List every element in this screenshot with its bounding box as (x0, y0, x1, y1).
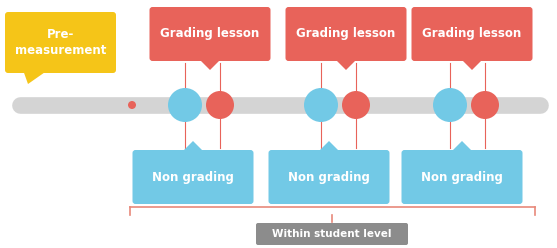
Polygon shape (198, 58, 222, 70)
FancyBboxPatch shape (256, 223, 408, 245)
Circle shape (304, 88, 338, 122)
Circle shape (342, 91, 370, 119)
Polygon shape (23, 70, 48, 84)
Polygon shape (181, 141, 205, 153)
FancyBboxPatch shape (133, 150, 253, 204)
Circle shape (206, 91, 234, 119)
FancyBboxPatch shape (412, 7, 532, 61)
Text: Non grading: Non grading (152, 171, 234, 184)
Text: Grading lesson: Grading lesson (422, 28, 521, 40)
Circle shape (471, 91, 499, 119)
FancyBboxPatch shape (286, 7, 407, 61)
Text: Grading lesson: Grading lesson (296, 28, 395, 40)
Text: Pre-
measurement: Pre- measurement (15, 29, 106, 57)
Polygon shape (317, 141, 341, 153)
Text: Within student level: Within student level (272, 229, 392, 239)
Polygon shape (460, 58, 484, 70)
Circle shape (168, 88, 202, 122)
Text: Non grading: Non grading (288, 171, 370, 184)
Text: Non grading: Non grading (421, 171, 503, 184)
Text: Grading lesson: Grading lesson (160, 28, 260, 40)
FancyBboxPatch shape (268, 150, 389, 204)
Polygon shape (450, 141, 474, 153)
FancyBboxPatch shape (5, 12, 116, 73)
FancyBboxPatch shape (149, 7, 271, 61)
Circle shape (433, 88, 467, 122)
FancyBboxPatch shape (402, 150, 522, 204)
Polygon shape (334, 58, 358, 70)
Circle shape (128, 101, 136, 109)
